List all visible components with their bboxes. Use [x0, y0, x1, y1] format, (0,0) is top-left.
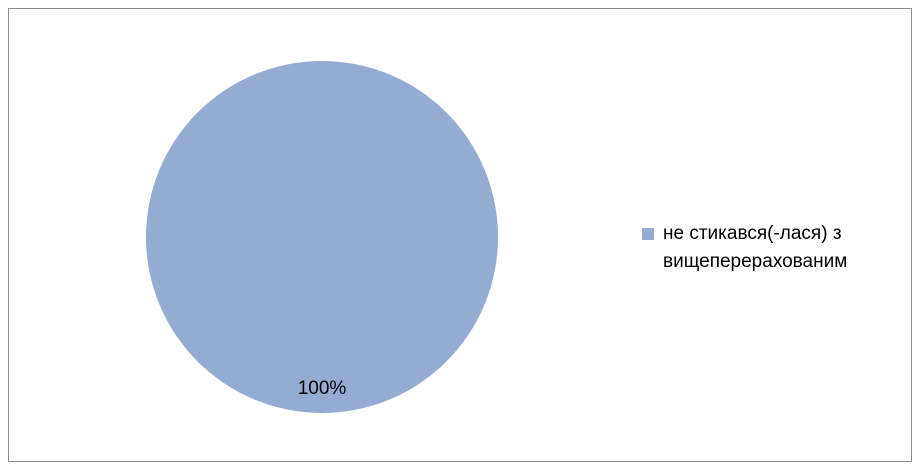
legend-item: не стикався(-лася) з вищеперерахованим: [642, 220, 902, 276]
chart-area: 100% не стикався(-лася) з вищеперерахова…: [8, 8, 912, 462]
legend-label: не стикався(-лася) з вищеперерахованим: [663, 223, 848, 272]
legend-swatch: [642, 228, 654, 240]
pie-slice: [146, 61, 498, 413]
slice-data-label: 100%: [298, 378, 347, 399]
chart-legend: не стикався(-лася) з вищеперерахованим: [642, 220, 902, 276]
pie-chart: 100%: [146, 61, 498, 413]
